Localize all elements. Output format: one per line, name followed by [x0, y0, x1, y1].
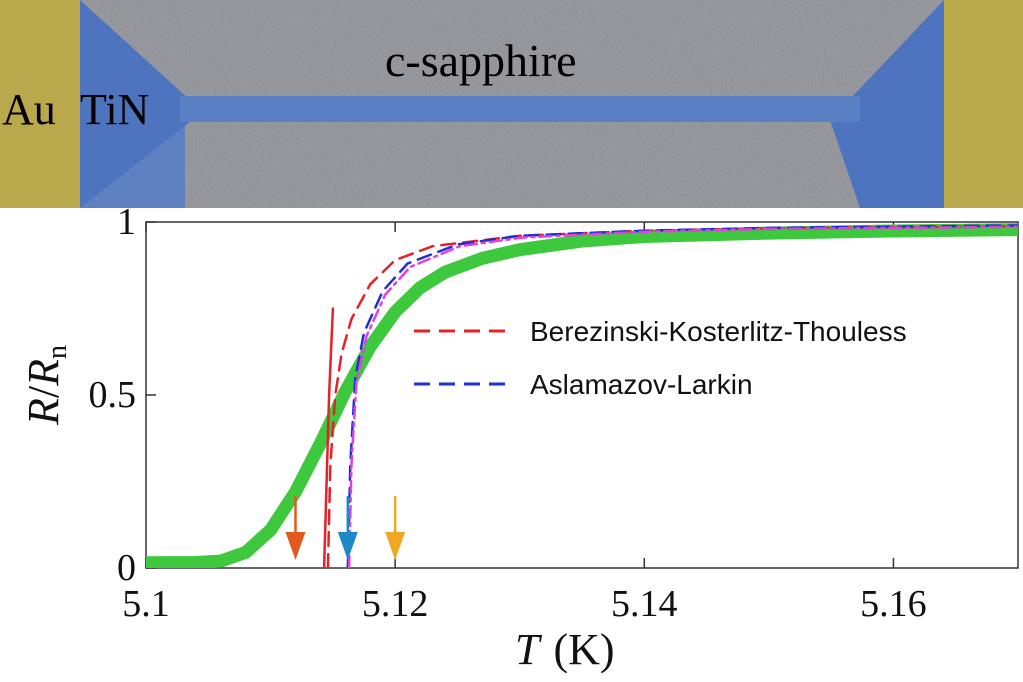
micrograph: c-sapphire Au TiN	[0, 0, 1023, 208]
legend-label-al: Aslamazov-Larkin	[530, 369, 753, 400]
au-pad-right	[944, 0, 1023, 208]
x-tick-label: 5.16	[860, 583, 927, 625]
tin-label: TiN	[80, 85, 149, 134]
y-tick-label: 0	[117, 547, 136, 589]
legend-label-bkt: Berezinski-Kosterlitz-Thouless	[530, 316, 907, 347]
legend: Berezinski-Kosterlitz-Thouless Aslamazov…	[414, 316, 907, 400]
y-axis-label: R/Rn	[19, 345, 73, 426]
tin-nanowire	[180, 96, 860, 122]
au-pad-left	[0, 0, 80, 208]
chart-background	[0, 208, 1023, 682]
au-label: Au	[2, 85, 56, 134]
x-axis-label: T (K)	[515, 625, 615, 674]
y-ticks: 00.51	[89, 201, 156, 589]
tin-taper-left	[80, 0, 190, 208]
series-layer	[146, 223, 1018, 568]
arrow-head-1	[337, 532, 358, 560]
arrow-head-2	[385, 532, 406, 560]
chart: 5.1 5.12 5.14 5.16 00.51 Berezinski-Kosterl…	[0, 201, 1023, 682]
y-tick-label: 1	[117, 201, 136, 243]
x-tick-label: 5.1	[122, 583, 170, 625]
y-tick-label: 0.5	[89, 374, 137, 416]
x-tick-label: 5.14	[611, 583, 678, 625]
series-line-3	[347, 225, 1018, 568]
x-tick-label: 5.12	[362, 583, 429, 625]
sapphire-label: c-sapphire	[385, 35, 577, 86]
marker-layer	[285, 496, 406, 560]
tin-electrode-right	[830, 0, 944, 208]
series-line-4	[322, 307, 335, 568]
series-line-2	[346, 224, 1018, 568]
series-line-0	[146, 223, 1018, 568]
arrow-head-0	[285, 532, 306, 560]
